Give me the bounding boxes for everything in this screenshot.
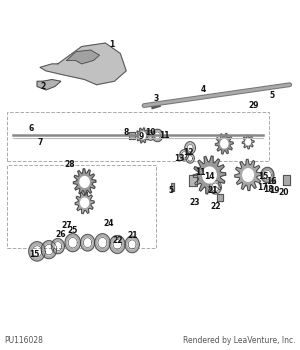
Text: 5: 5 — [168, 186, 173, 195]
Bar — [284, 175, 290, 186]
Circle shape — [81, 198, 88, 207]
Polygon shape — [75, 192, 94, 214]
Text: Rendered by LeaVenture, Inc.: Rendered by LeaVenture, Inc. — [183, 336, 296, 345]
Polygon shape — [80, 234, 95, 251]
Polygon shape — [73, 169, 96, 195]
Polygon shape — [40, 43, 126, 85]
Bar — [7, 164, 156, 248]
Polygon shape — [263, 170, 271, 180]
Text: 27: 27 — [61, 221, 72, 230]
Polygon shape — [68, 238, 77, 248]
Polygon shape — [185, 142, 196, 154]
Text: 15: 15 — [29, 250, 39, 259]
Polygon shape — [113, 240, 122, 249]
Bar — [217, 194, 223, 201]
Text: 20: 20 — [278, 188, 289, 197]
Polygon shape — [44, 244, 53, 255]
Text: 9: 9 — [139, 132, 144, 141]
Polygon shape — [182, 152, 187, 158]
Polygon shape — [187, 145, 193, 152]
Polygon shape — [95, 234, 110, 252]
Polygon shape — [98, 238, 107, 248]
Text: 1: 1 — [109, 40, 114, 49]
Text: 19: 19 — [270, 186, 280, 195]
Text: 24: 24 — [103, 219, 114, 228]
Circle shape — [246, 139, 250, 145]
Text: 26: 26 — [56, 230, 66, 239]
Polygon shape — [212, 183, 219, 191]
Polygon shape — [209, 180, 221, 194]
Polygon shape — [32, 246, 42, 257]
Polygon shape — [188, 155, 193, 161]
Polygon shape — [37, 79, 61, 90]
Bar — [7, 112, 269, 161]
Polygon shape — [186, 153, 194, 163]
Text: 21: 21 — [207, 186, 218, 195]
Text: 8: 8 — [124, 128, 129, 137]
Polygon shape — [41, 241, 57, 259]
Circle shape — [140, 132, 146, 139]
Circle shape — [203, 167, 216, 183]
Text: 6: 6 — [28, 124, 34, 133]
Circle shape — [221, 140, 228, 148]
Polygon shape — [146, 131, 155, 140]
Polygon shape — [261, 167, 274, 183]
Text: 13: 13 — [175, 154, 185, 163]
Polygon shape — [152, 129, 163, 142]
Polygon shape — [125, 236, 139, 253]
Circle shape — [80, 176, 89, 187]
Text: 21: 21 — [127, 231, 137, 240]
Text: 25: 25 — [68, 226, 78, 235]
Circle shape — [243, 169, 254, 181]
Polygon shape — [65, 234, 80, 252]
Polygon shape — [180, 150, 189, 160]
Text: 22: 22 — [112, 237, 123, 245]
Text: 12: 12 — [183, 148, 194, 157]
Polygon shape — [215, 133, 233, 154]
Polygon shape — [193, 156, 226, 194]
Polygon shape — [235, 159, 262, 191]
Text: 16: 16 — [267, 177, 277, 187]
Polygon shape — [148, 133, 153, 138]
Text: 5: 5 — [269, 91, 275, 100]
Text: 4: 4 — [201, 85, 206, 94]
Text: 14: 14 — [204, 172, 215, 181]
Polygon shape — [67, 50, 100, 64]
Text: 15: 15 — [258, 172, 268, 181]
Polygon shape — [136, 128, 149, 143]
Polygon shape — [242, 135, 254, 149]
Polygon shape — [110, 236, 125, 253]
Polygon shape — [83, 238, 92, 247]
Polygon shape — [51, 239, 64, 254]
Bar — [189, 175, 197, 186]
Polygon shape — [128, 240, 136, 249]
Bar — [130, 132, 135, 139]
Text: 18: 18 — [264, 185, 274, 194]
Bar — [272, 179, 274, 183]
Text: 3: 3 — [153, 94, 159, 103]
Text: 11: 11 — [195, 168, 206, 177]
Bar — [171, 183, 174, 191]
Text: 2: 2 — [40, 82, 46, 91]
Text: 29: 29 — [249, 101, 259, 110]
Polygon shape — [54, 241, 62, 251]
Text: 10: 10 — [145, 128, 155, 137]
Text: 7: 7 — [37, 138, 43, 147]
Text: PU116028: PU116028 — [4, 336, 43, 345]
Text: 17: 17 — [258, 183, 268, 192]
Text: 11: 11 — [160, 131, 170, 140]
Text: 23: 23 — [189, 198, 200, 207]
Polygon shape — [29, 241, 45, 261]
Polygon shape — [154, 132, 160, 139]
Text: 22: 22 — [210, 202, 220, 211]
Text: 28: 28 — [64, 160, 75, 169]
